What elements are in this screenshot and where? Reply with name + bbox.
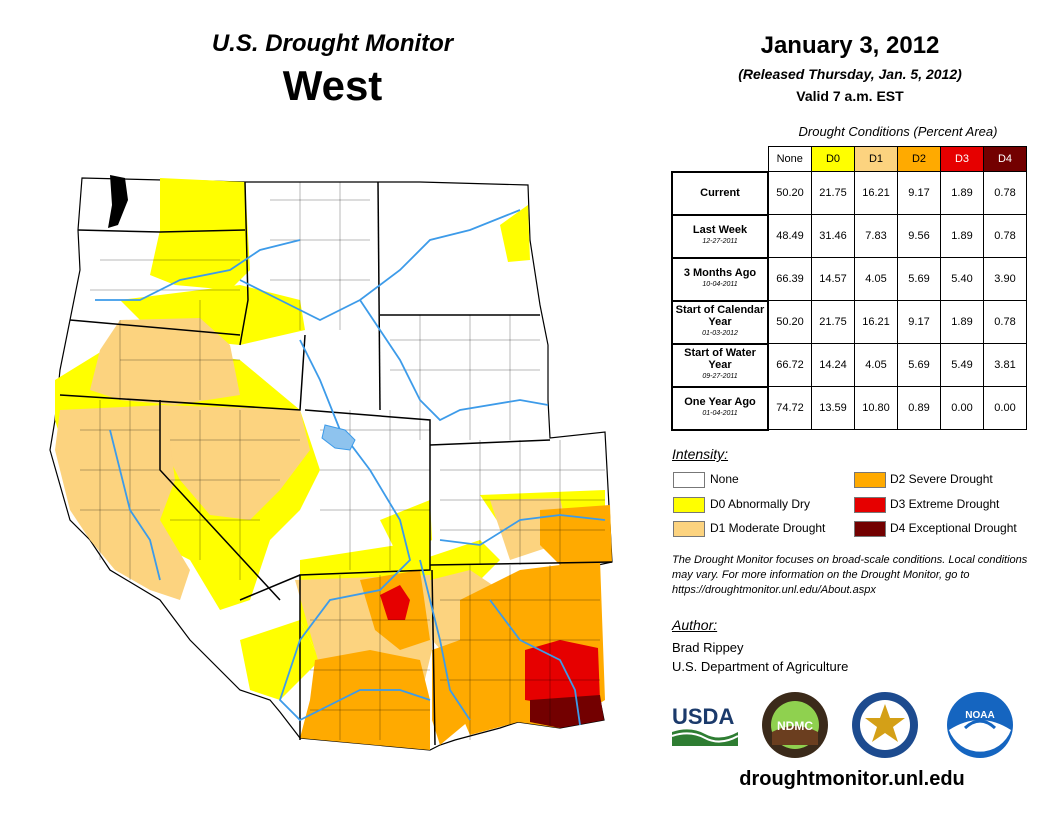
table-row-one-year-ago: One Year Ago 01-04-2011 74.72 13.59 10.80… bbox=[671, 385, 1027, 431]
legend-swatch-d3 bbox=[854, 497, 886, 513]
legend-swatch-d2 bbox=[854, 472, 886, 488]
table-cell: 5.49 bbox=[940, 343, 984, 387]
table-cell: 0.78 bbox=[983, 300, 1027, 344]
row-label: One Year Ago 01-04-2011 bbox=[671, 385, 769, 431]
legend-swatch-d1 bbox=[673, 521, 705, 537]
table-cell: 74.72 bbox=[767, 386, 812, 430]
row-date: 01-04-2011 bbox=[702, 410, 738, 417]
table-cell: 5.40 bbox=[940, 257, 984, 301]
author-heading: Author: bbox=[672, 617, 718, 633]
table-cell: 16.21 bbox=[854, 300, 898, 344]
author-block: Brad Rippey U.S. Department of Agricultu… bbox=[672, 638, 848, 676]
row-label: 3 Months Ago 10-04-2011 bbox=[671, 256, 769, 302]
row-label: Start of Water Year 09-27-2011 bbox=[671, 342, 769, 388]
table-cell: 66.72 bbox=[767, 343, 812, 387]
legend-label-d2: D2 Severe Drought bbox=[890, 472, 993, 486]
table-cell: 50.20 bbox=[767, 171, 812, 215]
table-cell: 14.24 bbox=[811, 343, 855, 387]
table-cell: 5.69 bbox=[897, 343, 941, 387]
table-cell: 50.20 bbox=[767, 300, 812, 344]
col-d1: D1 bbox=[854, 146, 898, 172]
table-row-current: Current 50.20 21.75 16.21 9.17 1.89 0.78 bbox=[671, 170, 1027, 216]
table-cell: 21.75 bbox=[811, 300, 855, 344]
usda-logo: USDA bbox=[671, 704, 739, 746]
doc-seal-logo bbox=[852, 692, 918, 758]
table-cell: 9.56 bbox=[897, 214, 941, 258]
table-cell: 0.00 bbox=[940, 386, 984, 430]
row-date: 10-04-2011 bbox=[702, 281, 738, 288]
col-d3: D3 bbox=[940, 146, 984, 172]
table-cell: 0.89 bbox=[897, 386, 941, 430]
row-label: Current bbox=[671, 170, 769, 216]
author-name: Brad Rippey bbox=[672, 640, 744, 655]
table-cell: 16.21 bbox=[854, 171, 898, 215]
region-title: West bbox=[282, 62, 383, 109]
table-cell: 14.57 bbox=[811, 257, 855, 301]
valid-time: Valid 7 a.m. EST bbox=[796, 88, 904, 104]
table-cell: 3.81 bbox=[983, 343, 1027, 387]
legend-label-d1: D1 Moderate Drought bbox=[710, 521, 826, 535]
table-cell: 66.39 bbox=[767, 257, 812, 301]
ndmc-logo: NDMC bbox=[762, 692, 828, 758]
row-date: 12-27-2011 bbox=[702, 238, 738, 245]
col-none: None bbox=[767, 146, 812, 172]
legend-swatch-none bbox=[673, 472, 705, 488]
site-url[interactable]: droughtmonitor.unl.edu bbox=[739, 768, 965, 790]
table-cell: 1.89 bbox=[940, 171, 984, 215]
table-cell: 13.59 bbox=[811, 386, 855, 430]
col-d4: D4 bbox=[983, 146, 1027, 172]
table-cell: 9.17 bbox=[897, 171, 941, 215]
great-salt-lake bbox=[321, 424, 356, 451]
row-label: Last Week 12-27-2011 bbox=[671, 213, 769, 259]
legend-title: Intensity: bbox=[672, 446, 729, 462]
legend-label-none: None bbox=[710, 472, 739, 486]
map-date: January 3, 2012 bbox=[760, 32, 940, 59]
table-cell: 1.89 bbox=[940, 300, 984, 344]
table-cell: 4.05 bbox=[854, 343, 898, 387]
table-cell: 10.80 bbox=[854, 386, 898, 430]
table-cell: 0.78 bbox=[983, 214, 1027, 258]
legend-swatch-d4 bbox=[854, 521, 886, 537]
table-cell: 0.00 bbox=[983, 386, 1027, 430]
table-row-start-water-year: Start of Water Year 09-27-2011 66.72 14.2… bbox=[671, 342, 1027, 388]
table-cell: 0.78 bbox=[983, 171, 1027, 215]
release-date: (Released Thursday, Jan. 5, 2012) bbox=[738, 66, 962, 82]
map-title: U.S. Drought Monitor bbox=[211, 30, 454, 57]
table-caption: Drought Conditions (Percent Area) bbox=[798, 124, 998, 139]
legend-label-d0: D0 Abnormally Dry bbox=[710, 497, 811, 511]
drought-conditions-table: None D0 D1 D2 D3 D4 Current 50.20 21.75 … bbox=[671, 146, 1027, 431]
table-row-start-calendar-year: Start of Calendar Year 01-03-2012 50.20 2… bbox=[671, 299, 1027, 345]
noaa-wordmark: NOAA bbox=[965, 710, 994, 721]
table-cell: 7.83 bbox=[854, 214, 898, 258]
table-cell: 3.90 bbox=[983, 257, 1027, 301]
legend-label-d4: D4 Exceptional Drought bbox=[890, 521, 1017, 535]
row-label: Start of Calendar Year 01-03-2012 bbox=[671, 299, 769, 345]
col-d0: D0 bbox=[811, 146, 855, 172]
table-row-last-week: Last Week 12-27-2011 48.49 31.46 7.83 9.5… bbox=[671, 213, 1027, 259]
table-corner bbox=[672, 147, 768, 172]
usda-wordmark: USDA bbox=[672, 704, 734, 729]
noaa-logo: NOAA bbox=[947, 692, 1013, 758]
row-date: 09-27-2011 bbox=[702, 373, 738, 380]
rivers bbox=[95, 209, 606, 726]
disclaimer-note: The Drought Monitor focuses on broad-sca… bbox=[672, 554, 1028, 596]
table-cell: 48.49 bbox=[767, 214, 812, 258]
table-cell: 1.89 bbox=[940, 214, 984, 258]
table-row-3-months-ago: 3 Months Ago 10-04-2011 66.39 14.57 4.05 … bbox=[671, 256, 1027, 302]
table-cell: 5.69 bbox=[897, 257, 941, 301]
table-cell: 9.17 bbox=[897, 300, 941, 344]
drought-map bbox=[49, 175, 613, 751]
author-org: U.S. Department of Agriculture bbox=[672, 659, 849, 674]
row-date: 01-03-2012 bbox=[702, 330, 738, 337]
d4-areas bbox=[530, 695, 604, 728]
puget-sound-islands bbox=[108, 175, 128, 228]
table-cell: 31.46 bbox=[811, 214, 855, 258]
table-cell: 21.75 bbox=[811, 171, 855, 215]
col-d2: D2 bbox=[897, 146, 941, 172]
ndmc-wordmark: NDMC bbox=[777, 719, 813, 733]
d3-areas bbox=[380, 585, 600, 705]
legend-swatch-d0 bbox=[673, 497, 705, 513]
legend-label-d3: D3 Extreme Drought bbox=[890, 497, 1000, 511]
table-cell: 4.05 bbox=[854, 257, 898, 301]
